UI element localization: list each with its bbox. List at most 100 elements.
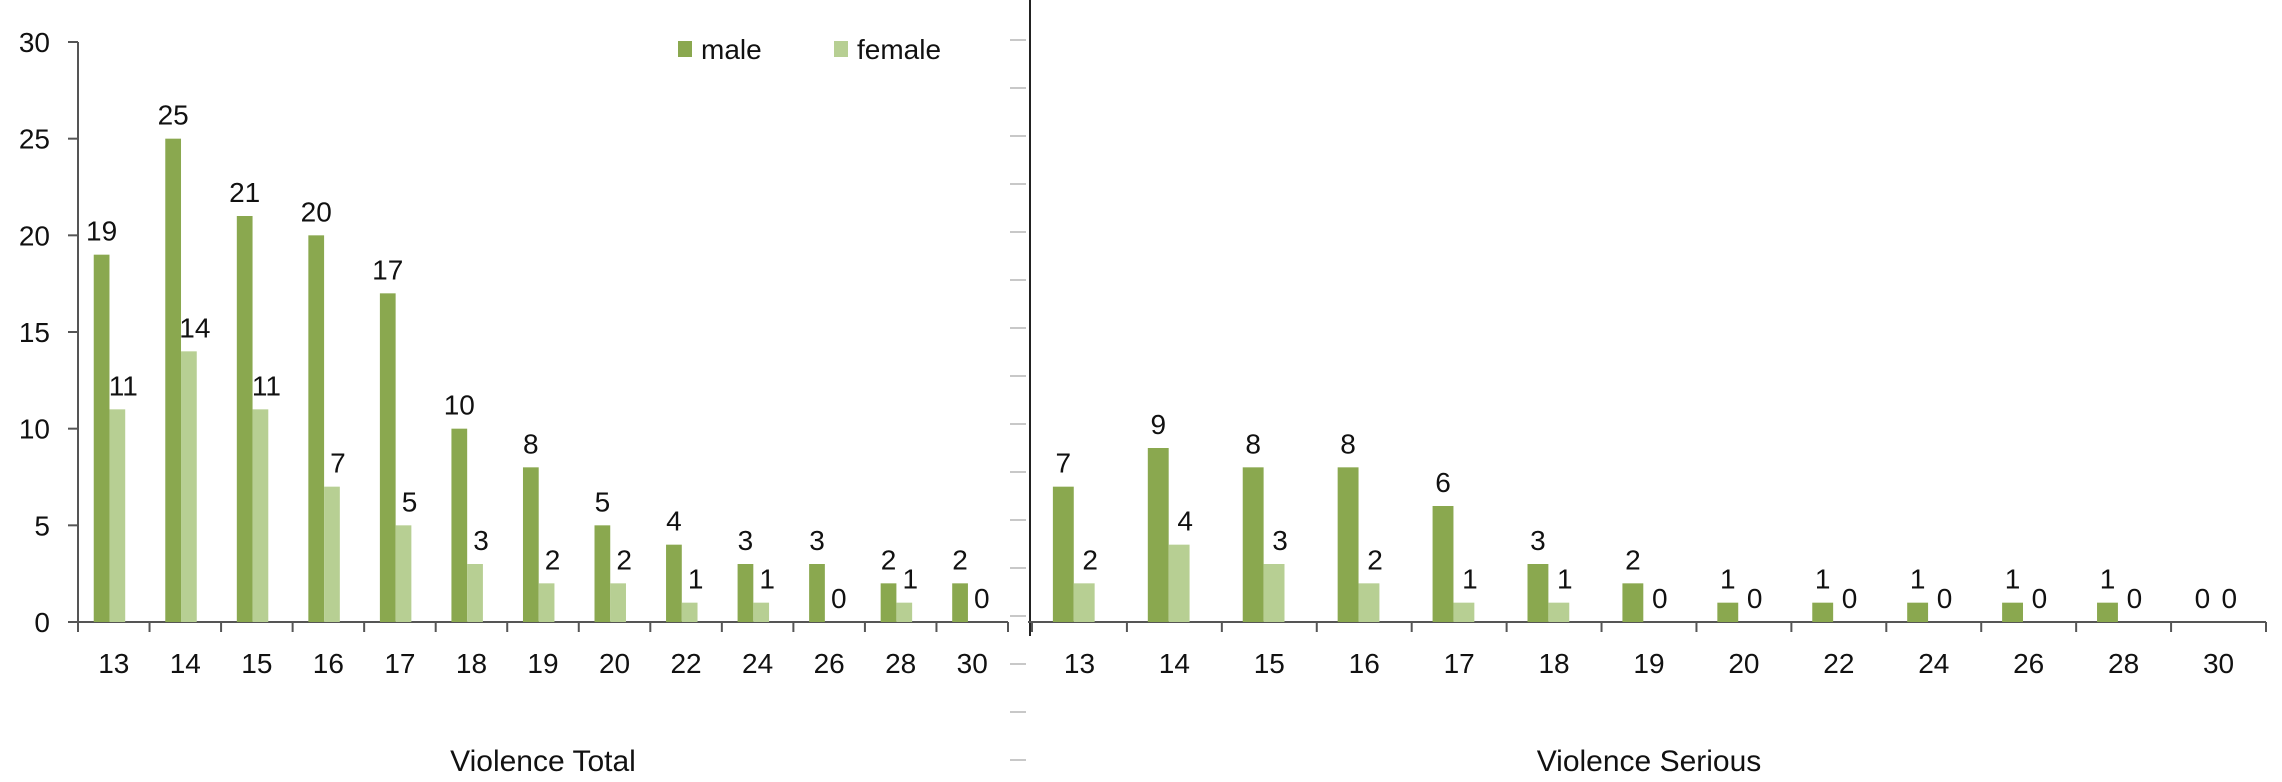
bar-female-13 [1073,583,1095,622]
data-label-male-15: 21 [229,177,260,208]
data-label-female-13: 11 [109,370,138,401]
data-label-female-28: 1 [902,564,918,595]
data-label-male-13: 7 [1056,448,1072,479]
legend-male-swatch [678,41,692,57]
data-label-female-17: 1 [1462,564,1478,595]
violence-serious-panel: 7213941483158216611731182019102010221024… [1010,0,2267,778]
bar-female-18 [467,564,483,622]
data-label-female-16: 2 [1367,544,1383,575]
data-label-female-24: 0 [1937,583,1953,614]
data-label-female-14: 4 [1177,506,1193,537]
data-label-female-20: 2 [616,544,632,575]
data-label-female-22: 1 [688,564,704,595]
data-label-female-22: 0 [1842,583,1858,614]
bar-female-13 [109,409,126,622]
bar-female-16 [324,486,340,622]
total-x-axis-label: Violence Total [450,745,636,778]
bar-male-16 [308,235,325,623]
x-tick-label-15: 15 [241,648,272,679]
data-label-female-30: 0 [2221,583,2237,614]
bar-female-15 [252,409,269,622]
y-tick-label: 20 [19,220,50,251]
y-tick-label: 10 [19,414,50,445]
data-label-female-18: 1 [1557,564,1573,595]
bar-male-30 [952,583,968,622]
serious-x-axis-label: Violence Serious [1537,745,1762,778]
bar-female-19 [538,583,555,622]
x-tick-label-19: 19 [527,648,558,679]
bar-male-20 [1717,602,1739,622]
x-tick-label-15: 15 [1254,648,1285,679]
y-tick-label: 5 [34,510,50,541]
data-label-male-26: 1 [2005,564,2021,595]
bar-male-14 [1147,448,1169,622]
bar-female-18 [1548,602,1570,622]
bar-female-17 [395,525,412,622]
bar-female-28 [896,602,913,622]
bar-male-20 [594,525,611,622]
data-label-male-13: 19 [86,216,117,247]
x-tick-label-28: 28 [885,648,916,679]
y-tick-label: 25 [19,124,50,155]
bar-male-22 [1812,602,1834,622]
violence-total-panel: 0510152025301911132514142111152071617517… [19,27,1009,778]
bar-male-16 [1337,467,1359,622]
bar-male-26 [809,564,825,622]
x-tick-label-16: 16 [1349,648,1380,679]
data-label-male-20: 1 [1720,564,1736,595]
data-label-male-14: 9 [1150,409,1166,440]
x-tick-label-22: 22 [1823,648,1854,679]
data-label-male-19: 8 [523,428,539,459]
data-label-male-14: 25 [158,100,189,131]
x-tick-label-20: 20 [1728,648,1759,679]
bar-male-28 [880,583,897,622]
data-label-female-30: 0 [974,583,990,614]
bar-male-28 [2097,602,2118,622]
data-label-female-13: 2 [1082,544,1098,575]
bar-male-24 [737,564,754,622]
x-tick-label-30: 30 [957,648,988,679]
x-tick-label-24: 24 [1918,648,1949,679]
data-label-female-15: 11 [252,370,281,401]
data-label-male-30: 0 [2195,583,2211,614]
bar-female-22 [681,602,698,622]
legend: male female [678,34,941,65]
bar-male-17 [379,293,396,622]
bar-male-14 [165,138,182,622]
bar-female-20 [610,583,626,622]
data-label-female-19: 0 [1652,583,1668,614]
bar-female-14 [181,351,197,622]
data-label-male-20: 5 [595,486,611,517]
x-tick-label-17: 17 [384,648,415,679]
data-label-male-17: 6 [1435,467,1451,498]
data-label-female-26: 0 [831,583,847,614]
bar-male-19 [522,467,539,622]
legend-female-label: female [857,34,941,65]
bar-male-13 [93,254,110,622]
bar-male-24 [1907,602,1929,622]
x-tick-label-16: 16 [313,648,344,679]
data-label-male-18: 3 [1530,525,1546,556]
data-label-male-17: 17 [372,254,403,285]
data-label-female-16: 7 [330,448,346,479]
data-label-male-22: 1 [1815,564,1831,595]
data-label-female-20: 0 [1747,583,1763,614]
y-tick-label: 0 [34,607,50,638]
data-label-male-16: 20 [301,196,332,227]
x-tick-label-13: 13 [1064,648,1095,679]
bar-female-24 [753,602,770,622]
x-tick-label-19: 19 [1633,648,1664,679]
x-tick-label-18: 18 [1538,648,1569,679]
x-tick-label-26: 26 [2013,648,2044,679]
x-tick-label-14: 14 [170,648,201,679]
x-tick-label-22: 22 [670,648,701,679]
bar-male-26 [2002,602,2023,622]
x-tick-label-18: 18 [456,648,487,679]
x-tick-label-20: 20 [599,648,630,679]
data-label-male-30: 2 [952,544,968,575]
data-label-female-26: 0 [2032,583,2048,614]
x-tick-label-24: 24 [742,648,773,679]
bar-female-16 [1358,583,1380,622]
x-tick-label-13: 13 [98,648,129,679]
